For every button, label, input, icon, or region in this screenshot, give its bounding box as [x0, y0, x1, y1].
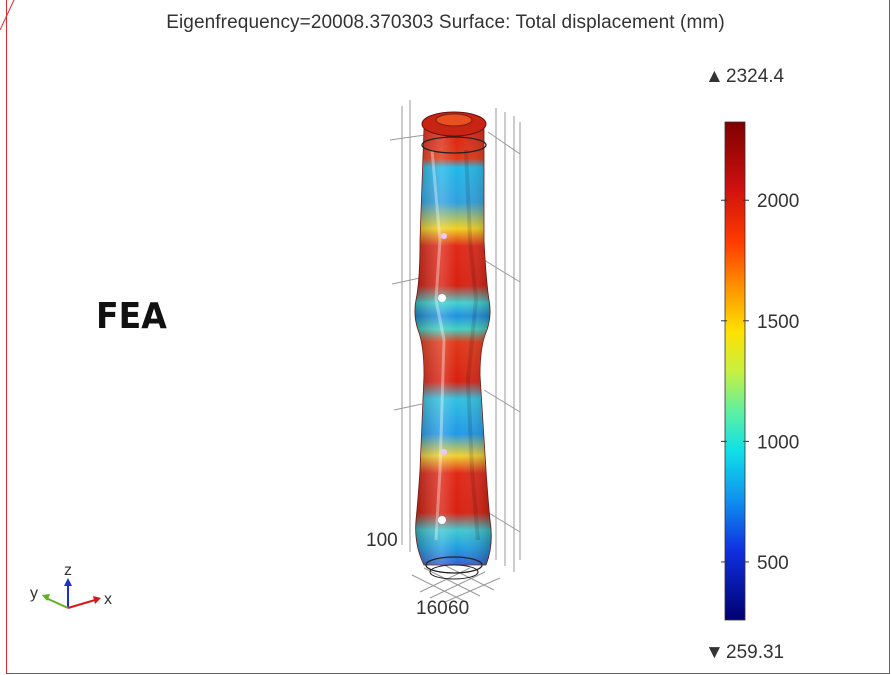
triad-z-label: z [64, 562, 72, 579]
plot-title: Eigenfrequency=20008.370303 Surface: Tot… [166, 12, 725, 33]
colorbar-tick-label: 500 [757, 553, 789, 574]
axis-triad: z x y [30, 562, 112, 609]
colorbar-max-label: 2324.4 [726, 66, 785, 87]
z-axis-arrowhead [64, 578, 72, 586]
colorbar-max-marker: ▲ [705, 66, 724, 87]
axis-label-x: 60 [448, 598, 469, 619]
triad-y-label: y [30, 585, 38, 602]
grid-lines [389, 100, 521, 604]
y-axis-arrowhead [42, 594, 50, 601]
plot-frame [6, 0, 890, 674]
colorbar-gradient [724, 121, 746, 621]
triad-x-label: x [104, 591, 112, 608]
colorbar-tick-label: 1000 [757, 432, 799, 453]
fea-label: FEA [96, 296, 167, 337]
x-axis-arrow [67, 599, 96, 609]
y-axis-arrow [45, 597, 69, 609]
corner-mark [0, 0, 15, 30]
colorbar-min-marker: ▼ [705, 642, 724, 663]
colorbar: ▲ 2324.4 ▼ 259.31 2000 1500 1000 500 [705, 66, 799, 663]
axis-label-y: 160 [416, 598, 448, 619]
x-axis-arrowhead [93, 596, 101, 604]
colorbar-tick-label: 2000 [757, 191, 799, 212]
axis-label-z: 100 [366, 530, 398, 551]
deformed-rod[interactable] [414, 111, 492, 580]
colorbar-min-label: 259.31 [726, 642, 784, 663]
colorbar-tick-label: 1500 [757, 312, 799, 333]
